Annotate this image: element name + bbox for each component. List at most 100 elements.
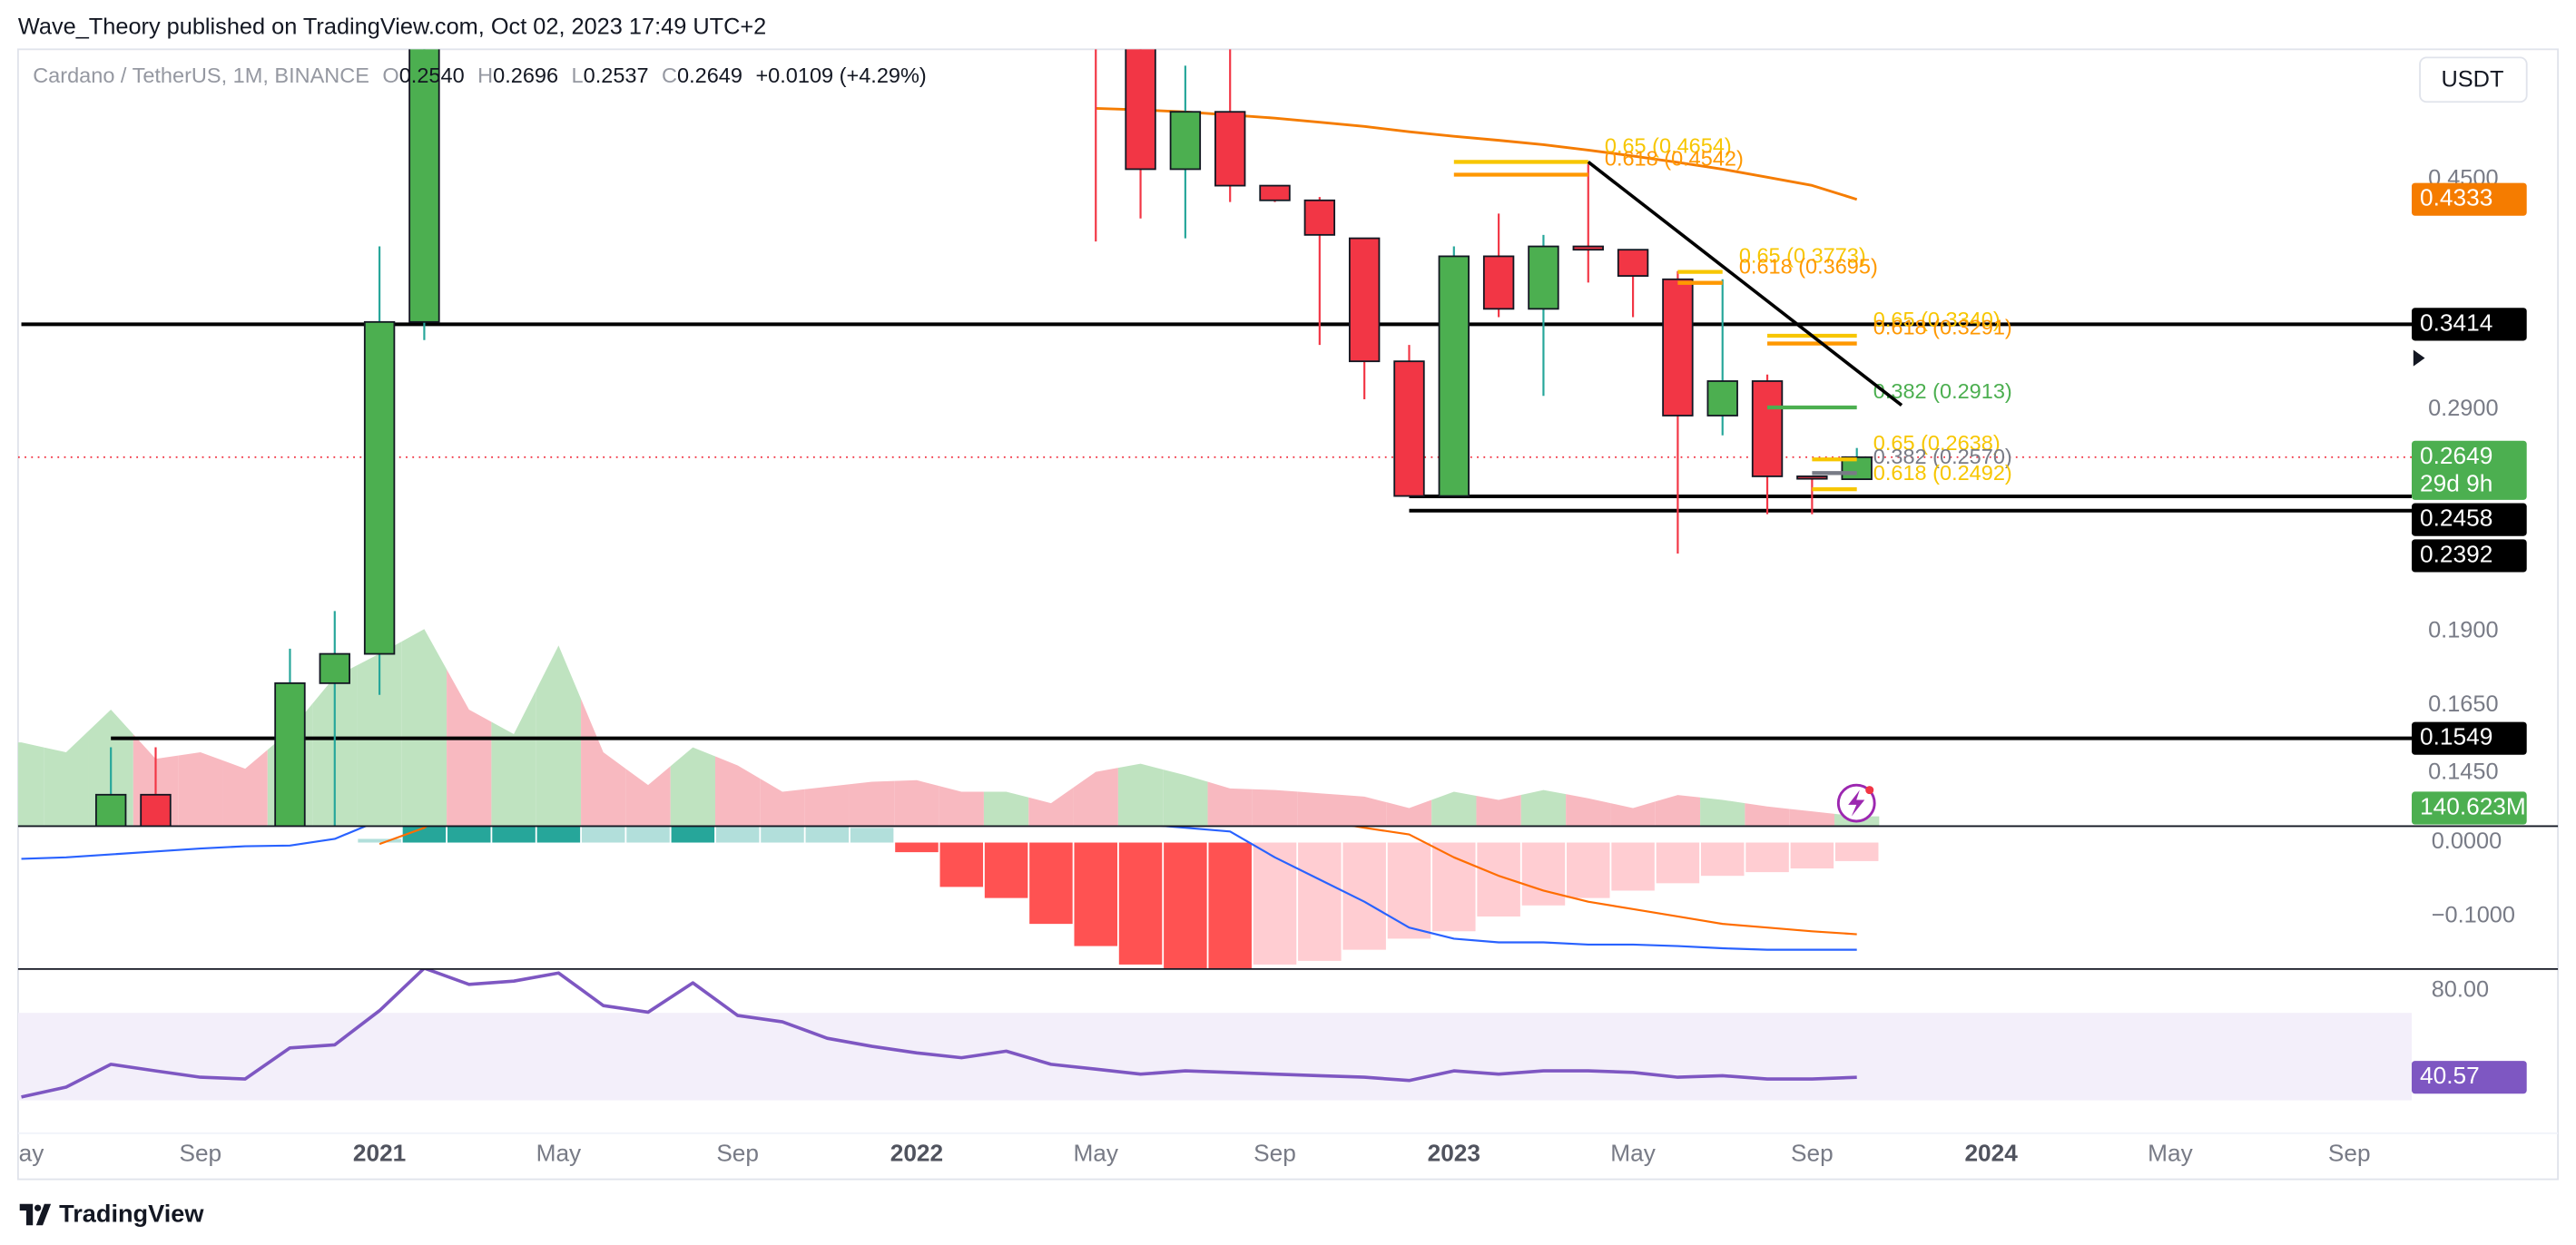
macd-histogram <box>1164 842 1207 969</box>
volume-area <box>401 629 447 827</box>
volume-area <box>447 669 492 827</box>
volume-area <box>536 645 582 827</box>
macd-histogram <box>1253 842 1297 965</box>
candle-body <box>1706 380 1738 417</box>
candle-body <box>319 652 350 684</box>
x-tick-label: May <box>536 1139 582 1166</box>
x-tick-label: May <box>1610 1139 1656 1166</box>
brand-logo-dot[interactable] <box>34 1204 42 1211</box>
volume-area <box>1789 809 1835 827</box>
volume-area <box>804 784 850 827</box>
rsi-band <box>17 1013 2413 1101</box>
legend-value: 0.2537 <box>584 64 649 87</box>
volume-area <box>715 756 761 827</box>
candle-body <box>1617 249 1649 277</box>
candle-body <box>408 49 440 323</box>
fib-label: 0.65 (0.3773) <box>1739 244 1866 268</box>
candle-body <box>1482 255 1515 310</box>
currency-button-box[interactable] <box>2419 56 2528 103</box>
volume-area <box>1476 795 1521 827</box>
candle-body <box>1169 111 1202 171</box>
macd-histogram <box>358 838 401 843</box>
legend-key: H <box>477 64 493 87</box>
macd-histogram <box>939 842 984 887</box>
brand[interactable]: TradingView <box>19 1200 205 1228</box>
fib-label: 0.618 (0.3291) <box>1873 315 2012 338</box>
macd-histogram <box>895 842 939 853</box>
macd-histogram <box>402 826 447 843</box>
candle-body <box>363 320 396 655</box>
volume-area <box>581 699 626 827</box>
volume-area <box>44 730 89 827</box>
candle-body <box>1796 475 1828 480</box>
close-badge-box <box>2412 440 2527 500</box>
legend-key: L <box>572 64 584 87</box>
macd-histogram <box>1118 842 1163 965</box>
volume-area <box>222 750 268 827</box>
level-badge-box <box>2412 721 2527 755</box>
volume-area <box>1342 795 1387 827</box>
level-badge-box <box>2412 308 2527 341</box>
candle-body <box>1303 199 1336 236</box>
x-tick-label: May <box>2148 1139 2193 1166</box>
level-badge-box <box>2412 503 2527 536</box>
volume-area <box>1207 781 1253 827</box>
volume-area <box>357 641 402 827</box>
candle-body <box>94 793 127 827</box>
x-tick-label: May <box>0 1139 44 1166</box>
currency-label[interactable]: USDT <box>2441 66 2503 92</box>
volume-area <box>894 779 939 827</box>
macd-tick-label: −0.1000 <box>2432 903 2515 928</box>
ma-badge-box <box>2412 182 2527 216</box>
price-pane: 0.65 (0.4654)0.618 (0.4542) 0.65 (0.3773)… <box>17 49 2413 827</box>
fib-label: 0.65 (0.2638) <box>1873 431 2001 455</box>
legend-line: Cardano / TetherUS, 1M, BINANCE O0.2540 H0… <box>33 64 927 87</box>
alert-bolt[interactable] <box>1848 789 1865 817</box>
volume-badge-box <box>2412 791 2527 825</box>
published-line: Wave_Theory published on TradingView.com… <box>18 14 766 39</box>
macd-histogram <box>1700 842 1745 877</box>
macd-histogram <box>1342 842 1386 950</box>
macd-histogram <box>1521 842 1566 906</box>
volume-area <box>1700 797 1745 827</box>
fib-label: 0.618 (0.4542) <box>1605 146 1744 170</box>
x-tick-label: Sep <box>179 1139 221 1166</box>
y-tick-label: 0.1450 <box>2428 759 2498 784</box>
candle-body <box>274 681 306 827</box>
legend-value: 0.2540 <box>399 64 465 87</box>
volume-area <box>849 780 895 827</box>
candle-body <box>1125 49 1156 171</box>
macd-histogram <box>536 826 581 843</box>
x-tick-label: 2023 <box>1428 1139 1480 1166</box>
volume-area <box>670 747 716 827</box>
volume-area <box>1297 791 1342 827</box>
candle-body <box>140 793 172 827</box>
volume-area <box>491 690 536 827</box>
volume-area <box>1163 769 1208 827</box>
volume-area <box>760 778 805 827</box>
candle-body <box>1751 380 1784 477</box>
macd-histogram <box>1477 842 1520 917</box>
currency-button[interactable]: USDT <box>2419 56 2528 103</box>
x-tick-label: Sep <box>1254 1139 1296 1166</box>
macd-tick-label: 0.0000 <box>2432 828 2502 854</box>
rsi-badge: 40.57 <box>2420 1062 2480 1089</box>
macd-histogram <box>1834 842 1879 861</box>
volume-area <box>1655 795 1701 827</box>
volume-area <box>1610 801 1656 827</box>
volume-area <box>625 766 671 827</box>
close-badge: 29d 9h <box>2420 470 2492 497</box>
x-tick-label: Sep <box>2328 1139 2371 1166</box>
volume-area <box>1117 763 1164 827</box>
volume-area <box>1028 787 1074 827</box>
brand-name[interactable]: TradingView <box>59 1200 204 1228</box>
candle-body <box>1259 184 1291 201</box>
fib-label: 0.382 (0.2570) <box>1873 445 2012 468</box>
volume-badge: 140.623M <box>2420 792 2526 819</box>
ma-badge: 0.4333 <box>2420 184 2492 211</box>
alert-icon[interactable] <box>1836 783 1876 823</box>
x-tick-label: 2021 <box>353 1139 406 1166</box>
macd-histogram <box>1208 842 1252 969</box>
brand-logo[interactable] <box>19 1203 52 1226</box>
